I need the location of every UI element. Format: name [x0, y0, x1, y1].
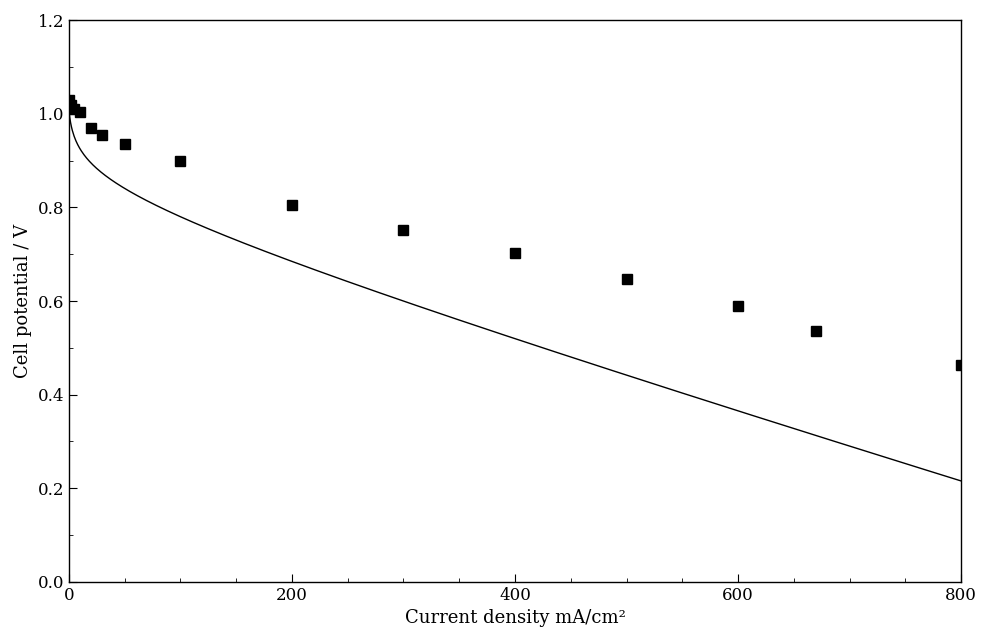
X-axis label: Current density mA/cm²: Current density mA/cm²	[404, 609, 625, 627]
Y-axis label: Cell potential / V: Cell potential / V	[14, 224, 32, 378]
